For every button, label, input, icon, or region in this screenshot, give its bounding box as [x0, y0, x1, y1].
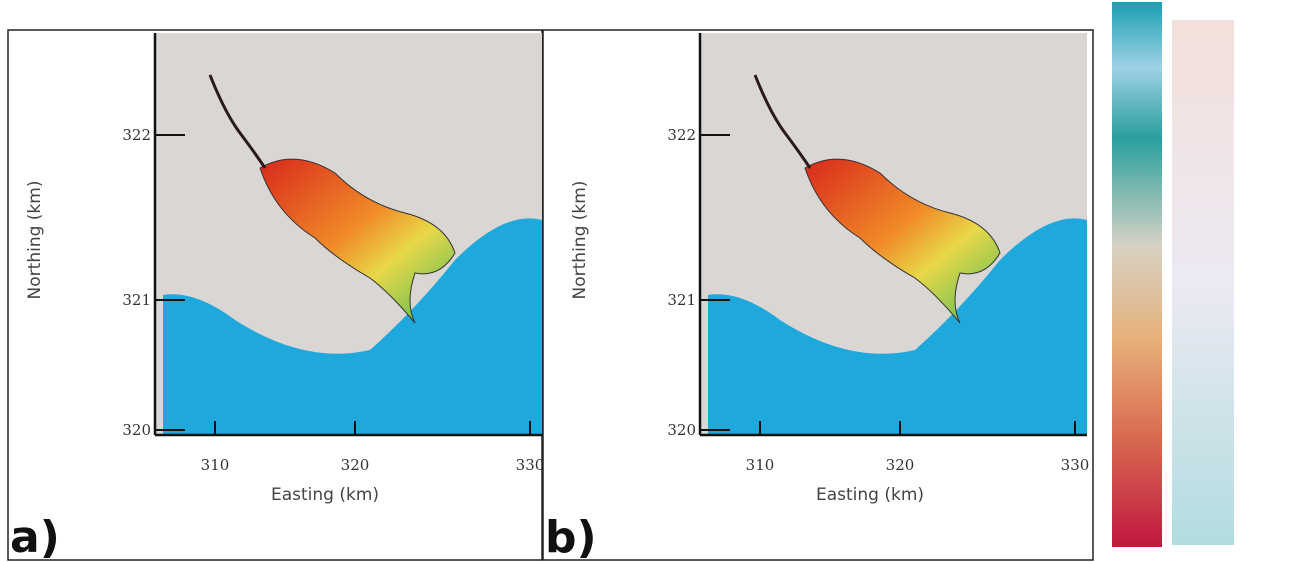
terrain	[163, 218, 542, 435]
flow-deposit	[804, 158, 1001, 324]
x-tick-label: 310	[201, 456, 230, 474]
x-tick-label: 320	[886, 456, 915, 474]
panel-label: b)	[545, 512, 597, 562]
colorbar	[1112, 2, 1162, 547]
y-tick-label: 322	[667, 126, 696, 144]
y-tick-label: 322	[122, 126, 151, 144]
x-tick-label: 320	[341, 456, 370, 474]
y-tick-label: 320	[122, 421, 151, 439]
flow-path	[753, 74, 812, 169]
terrain	[708, 218, 1087, 435]
y-tick-label: 320	[667, 421, 696, 439]
y-axis-label: Northing (km)	[25, 181, 45, 300]
flow-deposit	[259, 158, 456, 324]
x-tick-label: 330	[516, 456, 545, 474]
flow-path	[208, 74, 267, 169]
colorbar-secondary	[1172, 20, 1234, 545]
x-axis-label: Easting (km)	[816, 485, 924, 505]
x-tick-label: 310	[746, 456, 775, 474]
y-axis-label: Northing (km)	[570, 181, 590, 300]
y-tick-label: 321	[122, 291, 151, 309]
x-axis-label: Easting (km)	[271, 485, 379, 505]
x-tick-label: 330	[1061, 456, 1090, 474]
panel-label: a)	[10, 512, 60, 562]
y-tick-label: 321	[667, 291, 696, 309]
